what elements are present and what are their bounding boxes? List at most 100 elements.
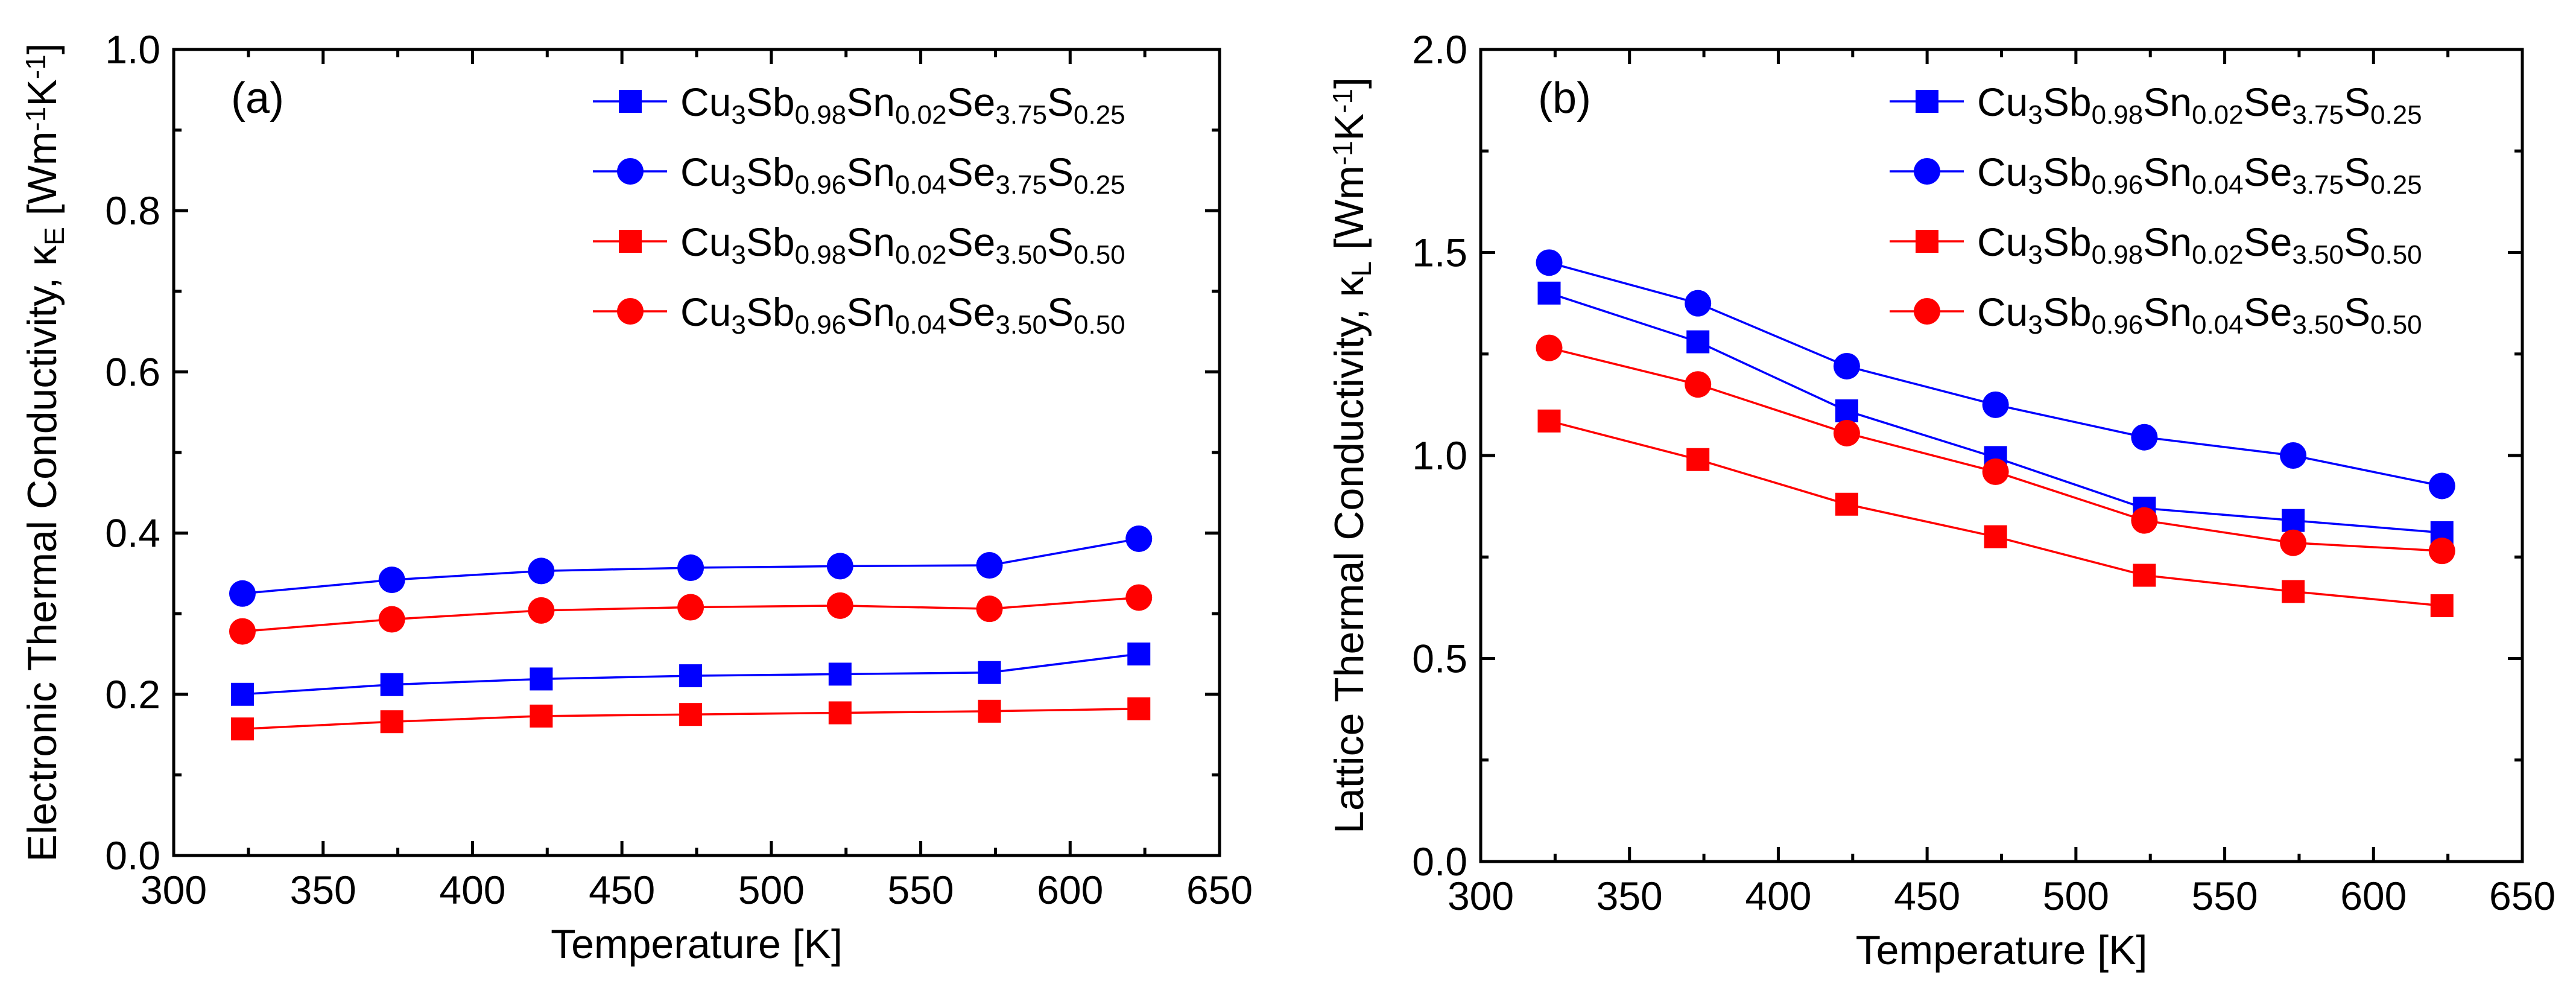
- y-tick-label: 0.4: [105, 511, 160, 556]
- y-tick-label: 1.0: [105, 27, 160, 72]
- data-point: [1835, 492, 1858, 516]
- y-axis-title: Electronic Thermal Conductivity, κE [Wm-…: [19, 43, 70, 862]
- panel-label: (a): [231, 74, 284, 122]
- legend-label: Cu3Sb0.96Sn0.04Se3.50S0.50: [680, 290, 1125, 340]
- data-point: [229, 580, 256, 607]
- series-2: [1536, 249, 2455, 500]
- y-tick-label: 0.8: [105, 188, 160, 233]
- x-tick-label: 300: [141, 868, 207, 912]
- data-point: [1984, 525, 2007, 548]
- data-point: [230, 682, 254, 706]
- data-point: [1685, 371, 1712, 398]
- data-point: [1686, 448, 1710, 471]
- data-point: [528, 597, 555, 624]
- legend-item: Cu3Sb0.98Sn0.02Se3.75S0.25: [1890, 80, 2422, 130]
- data-point: [1125, 584, 1153, 611]
- legend-marker: [1914, 298, 1940, 325]
- x-tick-label: 450: [589, 868, 655, 912]
- x-tick-label: 500: [738, 868, 805, 912]
- x-tick-label: 300: [1448, 874, 1514, 918]
- data-point: [1537, 409, 1561, 433]
- x-tick-label: 350: [1597, 874, 1663, 918]
- data-point: [2428, 472, 2455, 500]
- x-tick-label: 500: [2043, 874, 2109, 918]
- chart-panel-a: 300 350 400 450 500 550 600 650 0.0 0.2 0.4 0.6 0.8 1…: [19, 27, 1253, 967]
- data-point: [828, 662, 852, 686]
- y-tick-label: 0.2: [105, 672, 160, 717]
- legend-label: Cu3Sb0.98Sn0.02Se3.50S0.50: [680, 220, 1125, 270]
- legend-label: Cu3Sb0.96Sn0.04Se3.50S0.50: [1977, 290, 2422, 340]
- x-tick-label: 600: [2340, 874, 2407, 918]
- data-point: [677, 554, 704, 582]
- data-point: [378, 606, 405, 633]
- data-point: [2280, 529, 2307, 556]
- y-axis-title: Lattice Thermal Conductivity, κL [Wm-1K-…: [1326, 77, 1377, 834]
- data-point: [826, 553, 853, 580]
- legend-label: Cu3Sb0.96Sn0.04Se3.75S0.25: [680, 150, 1125, 200]
- legend-marker: [619, 90, 642, 113]
- data-point: [828, 701, 852, 725]
- data-point: [229, 618, 256, 645]
- x-tick-label: 400: [1745, 874, 1811, 918]
- legend-label: Cu3Sb0.98Sn0.02Se3.50S0.50: [1977, 220, 2422, 270]
- legend-marker: [1916, 90, 1938, 113]
- x-tick-label: 600: [1037, 868, 1103, 912]
- x-tick-label: 550: [2192, 874, 2258, 918]
- data-point: [2430, 594, 2454, 618]
- legend-item: Cu3Sb0.96Sn0.04Se3.50S0.50: [593, 290, 1125, 340]
- legend-marker: [617, 298, 644, 325]
- data-point: [1125, 525, 1153, 552]
- legend: Cu3Sb0.98Sn0.02Se3.75S0.25 Cu3Sb0.96Sn0.0…: [1890, 80, 2422, 340]
- data-point: [677, 594, 704, 621]
- data-point: [679, 703, 703, 726]
- data-point: [230, 717, 254, 741]
- data-point: [2131, 424, 2158, 451]
- x-tick-label: 400: [439, 868, 505, 912]
- series-2: [229, 525, 1153, 607]
- series-1: [230, 643, 1151, 706]
- data-point: [2131, 507, 2158, 534]
- y-tick-label: 0.6: [105, 349, 160, 394]
- x-tick-label: 350: [290, 868, 356, 912]
- data-point: [2280, 442, 2307, 469]
- data-point: [1685, 290, 1712, 317]
- x-tick-label: 650: [2489, 874, 2555, 918]
- data-point: [378, 567, 405, 594]
- series-3: [1537, 409, 2454, 618]
- legend-item: Cu3Sb0.98Sn0.02Se3.50S0.50: [1890, 220, 2422, 270]
- data-point: [380, 710, 403, 734]
- data-point: [530, 704, 553, 728]
- y-tick-label: 0.0: [105, 833, 160, 878]
- panel-label: (b): [1538, 74, 1591, 122]
- data-point: [978, 661, 1001, 684]
- x-axis-title: Temperature [K]: [1856, 927, 2148, 973]
- data-point: [2133, 563, 2156, 587]
- data-point: [2282, 580, 2305, 603]
- data-point: [679, 664, 703, 688]
- data-point: [380, 673, 403, 696]
- y-tick-label: 0.0: [1412, 839, 1467, 884]
- data-point: [1833, 352, 1860, 379]
- legend-marker: [619, 230, 642, 253]
- data-point: [1686, 330, 1710, 354]
- legend-item: Cu3Sb0.96Sn0.04Se3.50S0.50: [1890, 290, 2422, 340]
- series-4: [229, 584, 1153, 645]
- legend-label: Cu3Sb0.98Sn0.02Se3.75S0.25: [1977, 80, 2422, 130]
- data-point: [1982, 458, 2009, 485]
- data-point: [2428, 538, 2455, 565]
- legend-label: Cu3Sb0.98Sn0.02Se3.75S0.25: [680, 80, 1125, 130]
- legend: Cu3Sb0.98Sn0.02Se3.75S0.25 Cu3Sb0.96Sn0.0…: [593, 80, 1125, 340]
- data-point: [976, 552, 1003, 579]
- series-4: [1536, 334, 2455, 565]
- data-point: [1536, 249, 1563, 276]
- data-point: [1982, 391, 2009, 418]
- legend-marker: [617, 158, 644, 185]
- legend-item: Cu3Sb0.96Sn0.04Se3.75S0.25: [593, 150, 1125, 200]
- data-point: [1127, 697, 1151, 720]
- data-point: [1537, 281, 1561, 305]
- legend-item: Cu3Sb0.98Sn0.02Se3.50S0.50: [593, 220, 1125, 270]
- data-point: [528, 557, 555, 585]
- y-tick-label: 1.0: [1412, 433, 1467, 478]
- x-axis-title: Temperature [K]: [551, 921, 843, 967]
